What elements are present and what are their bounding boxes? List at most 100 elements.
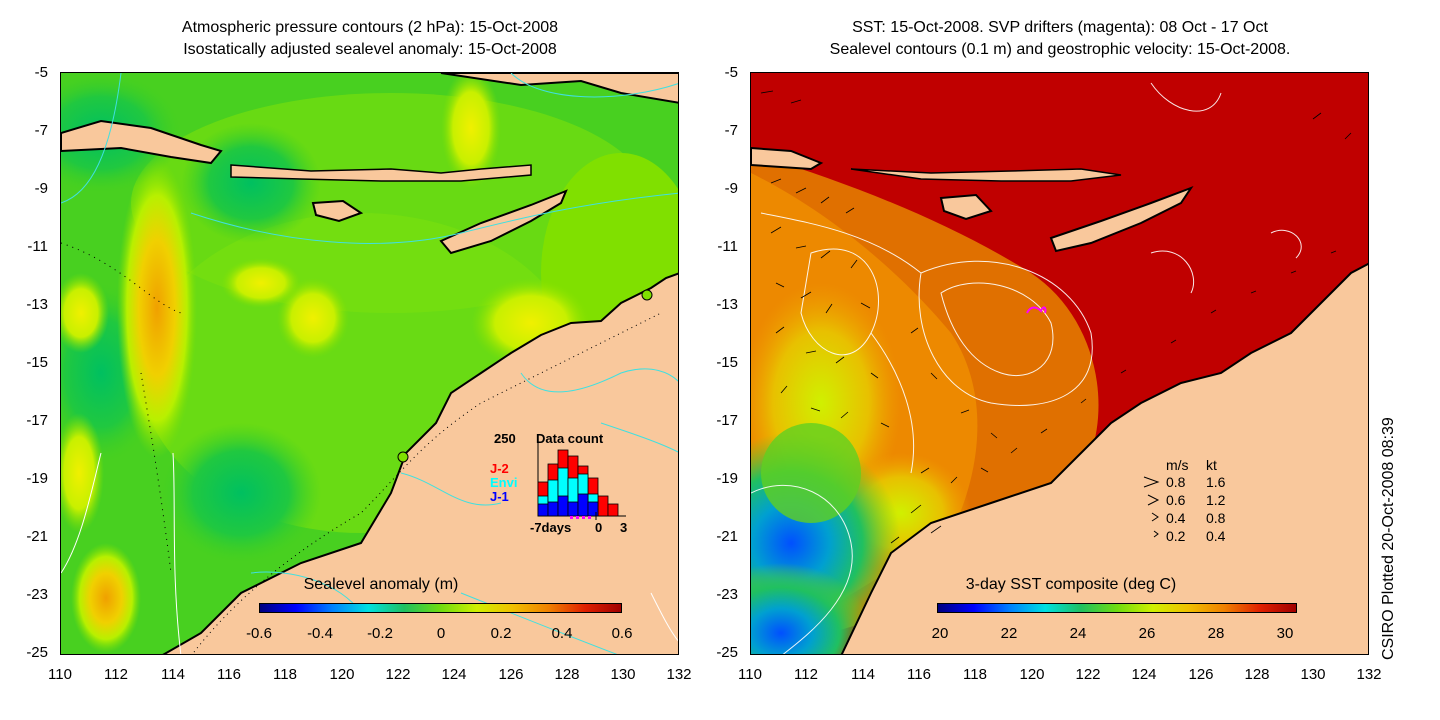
inset-title: Data count — [536, 431, 604, 446]
right-y-tick: -17 — [716, 412, 738, 429]
plot-credit: CSIRO Plotted 20-Oct-2008 08:39 — [1380, 417, 1397, 660]
right-y-tick: -19 — [716, 470, 738, 487]
java-bali-island — [61, 119, 223, 165]
right-y-tick: -13 — [716, 296, 738, 313]
velocity-legend-ms: 0.8 — [1166, 474, 1186, 490]
velocity-legend-arrows — [1143, 476, 1160, 538]
sealevel-colorbar-tick: 0.6 — [611, 625, 633, 642]
sealevel-colorbar-tick: 0.4 — [551, 625, 573, 642]
sumba-island — [939, 193, 993, 221]
sealevel-colorbar-tick: -0.2 — [367, 625, 393, 642]
left-y-tick: -7 — [34, 122, 48, 139]
left-y-tick: -21 — [26, 528, 48, 545]
sealevel-colorbar-tick: -0.6 — [246, 625, 272, 642]
right-x-tick: 124 — [1131, 666, 1157, 683]
java-bali-island — [751, 146, 824, 171]
sst-colorbar-tick: 30 — [1276, 625, 1294, 642]
left-y-tick: -11 — [27, 238, 48, 255]
velocity-legend-ms: 0.4 — [1166, 510, 1186, 526]
right-y-tick: -5 — [724, 64, 738, 81]
right-y-tick: -15 — [716, 354, 738, 371]
right-x-tick: 112 — [794, 666, 818, 683]
velocity-legend-ms: 0.2 — [1166, 528, 1186, 544]
velocity-legend-kt: 1.2 — [1206, 492, 1226, 508]
sealevel-anomaly-map: 250 Data count J-2 Envi J-1 — [60, 72, 679, 655]
australia-landmass — [162, 272, 678, 654]
right-x-tick: 118 — [963, 666, 987, 683]
right-y-tick: -7 — [724, 122, 738, 139]
inset-x-mid: 0 — [595, 520, 603, 535]
sst-map: m/s kt 0.8 1.6 0.6 1.2 0.4 0.8 0.2 0.4 3… — [750, 72, 1369, 655]
right-x-tick: 122 — [1075, 666, 1101, 683]
inset-y-max: 250 — [494, 431, 516, 446]
nusa-tenggara-islands — [230, 164, 532, 182]
data-count-inset: 250 Data count J-2 Envi J-1 — [486, 428, 636, 538]
tide-gauge-marker — [397, 451, 409, 463]
left-title-line2: Isostatically adjusted sealevel anomaly:… — [183, 41, 557, 58]
sealevel-colorbar-title: Sealevel anomaly (m) — [303, 576, 459, 593]
velocity-legend-ms: 0.6 — [1166, 492, 1186, 508]
inset-x-right: 3 — [620, 520, 628, 535]
inset-x-left: -7days — [530, 520, 572, 535]
timor-island — [1049, 185, 1194, 253]
nusa-tenggara-islands — [850, 168, 1122, 182]
inset-series-j1: J-1 — [490, 489, 509, 504]
inset-series-j2: J-2 — [490, 461, 509, 476]
sst-colorbar — [937, 603, 1297, 613]
tide-gauge-marker — [641, 289, 653, 301]
sst-colorbar-title: 3-day SST composite (deg C) — [965, 576, 1177, 593]
right-x-tick: 130 — [1300, 666, 1326, 683]
right-x-tick: 110 — [738, 666, 762, 683]
left-x-tick: 118 — [273, 666, 297, 683]
right-x-tick: 126 — [1188, 666, 1214, 683]
left-y-tick: -19 — [26, 470, 48, 487]
right-title-line1: SST: 15-Oct-2008. SVP drifters (magenta)… — [852, 19, 1268, 36]
velocity-legend-header-ms: m/s — [1166, 457, 1189, 473]
left-x-tick: 112 — [104, 666, 128, 683]
right-x-tick: 116 — [907, 666, 931, 683]
velocity-legend-header-kt: kt — [1206, 457, 1217, 473]
velocity-legend-kt: 0.8 — [1206, 510, 1226, 526]
left-x-tick: 124 — [441, 666, 467, 683]
left-x-tick: 128 — [554, 666, 580, 683]
left-y-tick: -9 — [34, 180, 48, 197]
left-x-tick: 116 — [217, 666, 241, 683]
australia-landmass — [840, 262, 1368, 654]
north-islands — [440, 73, 678, 104]
left-title-line1: Atmospheric pressure contours (2 hPa): 1… — [181, 19, 559, 36]
sealevel-colorbar-tick: 0 — [436, 625, 446, 642]
sst-field — [751, 73, 1368, 654]
left-x-tick: 122 — [385, 666, 411, 683]
right-y-tick: -21 — [716, 528, 738, 545]
right-title-line2: Sealevel contours (0.1 m) and geostrophi… — [829, 41, 1291, 58]
svp-drifter-track — [1026, 306, 1047, 314]
sst-colorbar-tick: 22 — [1000, 625, 1018, 642]
left-x-tick: 110 — [48, 666, 72, 683]
right-y-tick: -9 — [724, 180, 738, 197]
java-mainland — [751, 73, 951, 133]
left-x-tick: 120 — [329, 666, 355, 683]
left-x-tick: 126 — [498, 666, 524, 683]
velocity-legend: m/s kt 0.8 1.6 0.6 1.2 0.4 0.8 0.2 0.4 — [1136, 457, 1256, 547]
sst-colorbar-tick: 20 — [931, 625, 949, 642]
left-x-tick: 132 — [666, 666, 692, 683]
sealevel-colorbar-tick: -0.4 — [307, 625, 333, 642]
sealevel-anomaly-field — [61, 73, 678, 654]
inset-series-envi: Envi — [490, 475, 518, 490]
sumba-island — [311, 199, 364, 223]
right-y-tick: -23 — [716, 586, 738, 603]
velocity-legend-kt: 1.6 — [1206, 474, 1226, 490]
sealevel-colorbar-tick: 0.2 — [490, 625, 512, 642]
right-x-tick: 132 — [1356, 666, 1382, 683]
sst-colorbar-tick: 26 — [1138, 625, 1156, 642]
left-y-tick: -13 — [26, 296, 48, 313]
right-x-tick: 128 — [1244, 666, 1270, 683]
timor-island — [439, 189, 568, 255]
left-y-tick: -23 — [26, 586, 48, 603]
sst-colorbar-tick: 24 — [1069, 625, 1087, 642]
right-y-tick: -25 — [716, 644, 738, 661]
left-y-tick: -17 — [26, 412, 48, 429]
left-x-tick: 130 — [610, 666, 636, 683]
sst-colorbar-tick: 28 — [1207, 625, 1225, 642]
right-x-tick: 120 — [1019, 666, 1045, 683]
